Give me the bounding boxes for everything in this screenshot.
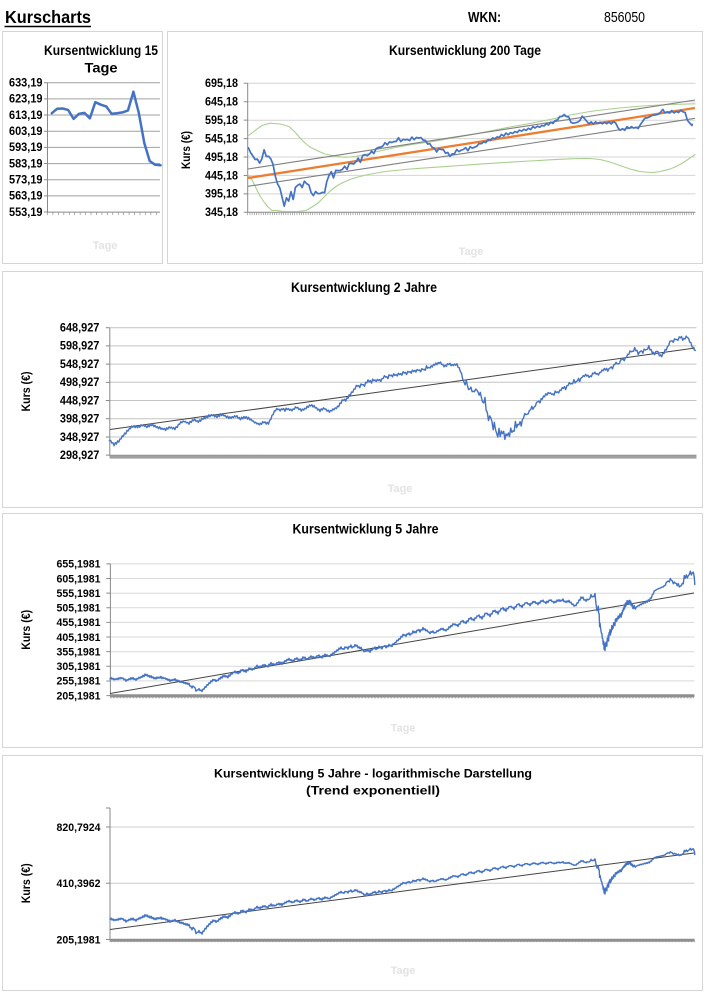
svg-text:655,1981: 655,1981 bbox=[57, 559, 101, 571]
svg-text:255,1981: 255,1981 bbox=[57, 676, 101, 688]
svg-text:Kurs (€): Kurs (€) bbox=[21, 863, 33, 903]
svg-text:Kurscharts: Kurscharts bbox=[5, 7, 91, 27]
svg-text:820,7924: 820,7924 bbox=[57, 822, 101, 834]
svg-text:613,19: 613,19 bbox=[9, 108, 43, 122]
svg-text:605,1981: 605,1981 bbox=[57, 573, 101, 585]
svg-text:Tage: Tage bbox=[391, 965, 416, 977]
svg-text:545,18: 545,18 bbox=[205, 131, 238, 145]
svg-text:498,927: 498,927 bbox=[60, 375, 100, 389]
svg-text:Kursentwicklung 15: Kursentwicklung 15 bbox=[44, 43, 158, 58]
svg-text:Tage: Tage bbox=[391, 723, 416, 735]
svg-text:Kurs (€): Kurs (€) bbox=[21, 610, 33, 650]
svg-text:348,927: 348,927 bbox=[60, 430, 100, 444]
svg-text:205,1981: 205,1981 bbox=[57, 934, 101, 946]
svg-text:495,18: 495,18 bbox=[205, 150, 238, 164]
svg-text:(Trend exponentiell): (Trend exponentiell) bbox=[306, 784, 440, 798]
svg-text:573,19: 573,19 bbox=[9, 173, 43, 187]
svg-text:395,18: 395,18 bbox=[205, 187, 238, 201]
svg-text:856050: 856050 bbox=[604, 10, 645, 26]
svg-text:555,1981: 555,1981 bbox=[57, 588, 101, 600]
svg-text:298,927: 298,927 bbox=[60, 448, 100, 462]
svg-text:Kursentwicklung 5 Jahre - loga: Kursentwicklung 5 Jahre - logarithmische… bbox=[214, 767, 532, 781]
svg-text:583,19: 583,19 bbox=[9, 156, 43, 170]
svg-text:548,927: 548,927 bbox=[60, 357, 100, 371]
svg-text:405,1981: 405,1981 bbox=[57, 632, 101, 644]
svg-text:553,19: 553,19 bbox=[9, 205, 43, 219]
svg-text:445,18: 445,18 bbox=[205, 168, 238, 182]
svg-text:305,1981: 305,1981 bbox=[57, 661, 101, 673]
svg-text:Tage: Tage bbox=[388, 483, 413, 495]
svg-text:505,1981: 505,1981 bbox=[57, 603, 101, 615]
svg-text:623,19: 623,19 bbox=[9, 92, 43, 106]
svg-text:633,19: 633,19 bbox=[9, 76, 43, 90]
svg-text:593,19: 593,19 bbox=[9, 140, 43, 154]
svg-text:355,1981: 355,1981 bbox=[57, 646, 101, 658]
svg-text:Tage: Tage bbox=[93, 240, 118, 252]
svg-text:410,3962: 410,3962 bbox=[57, 878, 101, 890]
svg-text:345,18: 345,18 bbox=[205, 205, 238, 219]
svg-text:Kursentwicklung 2 Jahre: Kursentwicklung 2 Jahre bbox=[291, 280, 437, 295]
svg-text:Kursentwicklung 200 Tage: Kursentwicklung 200 Tage bbox=[389, 43, 541, 58]
svg-text:Kursentwicklung 5 Jahre: Kursentwicklung 5 Jahre bbox=[293, 522, 439, 537]
svg-text:595,18: 595,18 bbox=[205, 113, 238, 127]
svg-text:563,19: 563,19 bbox=[9, 189, 43, 203]
svg-text:648,927: 648,927 bbox=[60, 321, 100, 335]
svg-text:695,18: 695,18 bbox=[205, 76, 238, 90]
svg-text:Tage: Tage bbox=[85, 61, 119, 76]
svg-text:WKN:: WKN: bbox=[468, 9, 501, 26]
svg-text:448,927: 448,927 bbox=[60, 393, 100, 407]
svg-text:455,1981: 455,1981 bbox=[57, 617, 101, 629]
svg-text:Tage: Tage bbox=[459, 246, 484, 258]
svg-text:603,19: 603,19 bbox=[9, 124, 43, 138]
svg-text:598,927: 598,927 bbox=[60, 339, 100, 353]
svg-text:205,1981: 205,1981 bbox=[57, 690, 101, 702]
svg-text:Kurs (€): Kurs (€) bbox=[21, 371, 33, 411]
svg-text:645,18: 645,18 bbox=[205, 95, 238, 109]
svg-text:398,927: 398,927 bbox=[60, 412, 100, 426]
svg-text:Kurs (€): Kurs (€) bbox=[181, 131, 193, 169]
